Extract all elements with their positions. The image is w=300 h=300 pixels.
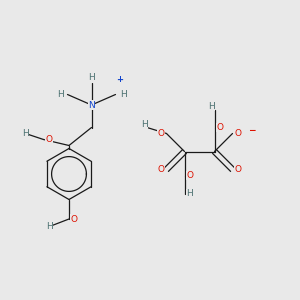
Text: −: − <box>248 126 256 135</box>
Text: H: H <box>88 74 95 82</box>
Text: H: H <box>186 189 193 198</box>
Text: H: H <box>57 90 63 99</box>
Text: O: O <box>234 129 242 138</box>
Text: O: O <box>158 129 165 138</box>
Text: O: O <box>45 135 52 144</box>
Text: +: + <box>116 75 124 84</box>
Text: H: H <box>46 222 53 231</box>
Text: O: O <box>71 214 78 224</box>
Text: N: N <box>88 100 95 109</box>
Text: O: O <box>216 123 223 132</box>
Text: H: H <box>120 90 126 99</box>
Text: H: H <box>141 120 147 129</box>
Text: O: O <box>158 165 165 174</box>
Text: O: O <box>234 165 242 174</box>
Text: H: H <box>208 102 215 111</box>
Text: H: H <box>22 129 29 138</box>
Text: O: O <box>186 171 193 180</box>
